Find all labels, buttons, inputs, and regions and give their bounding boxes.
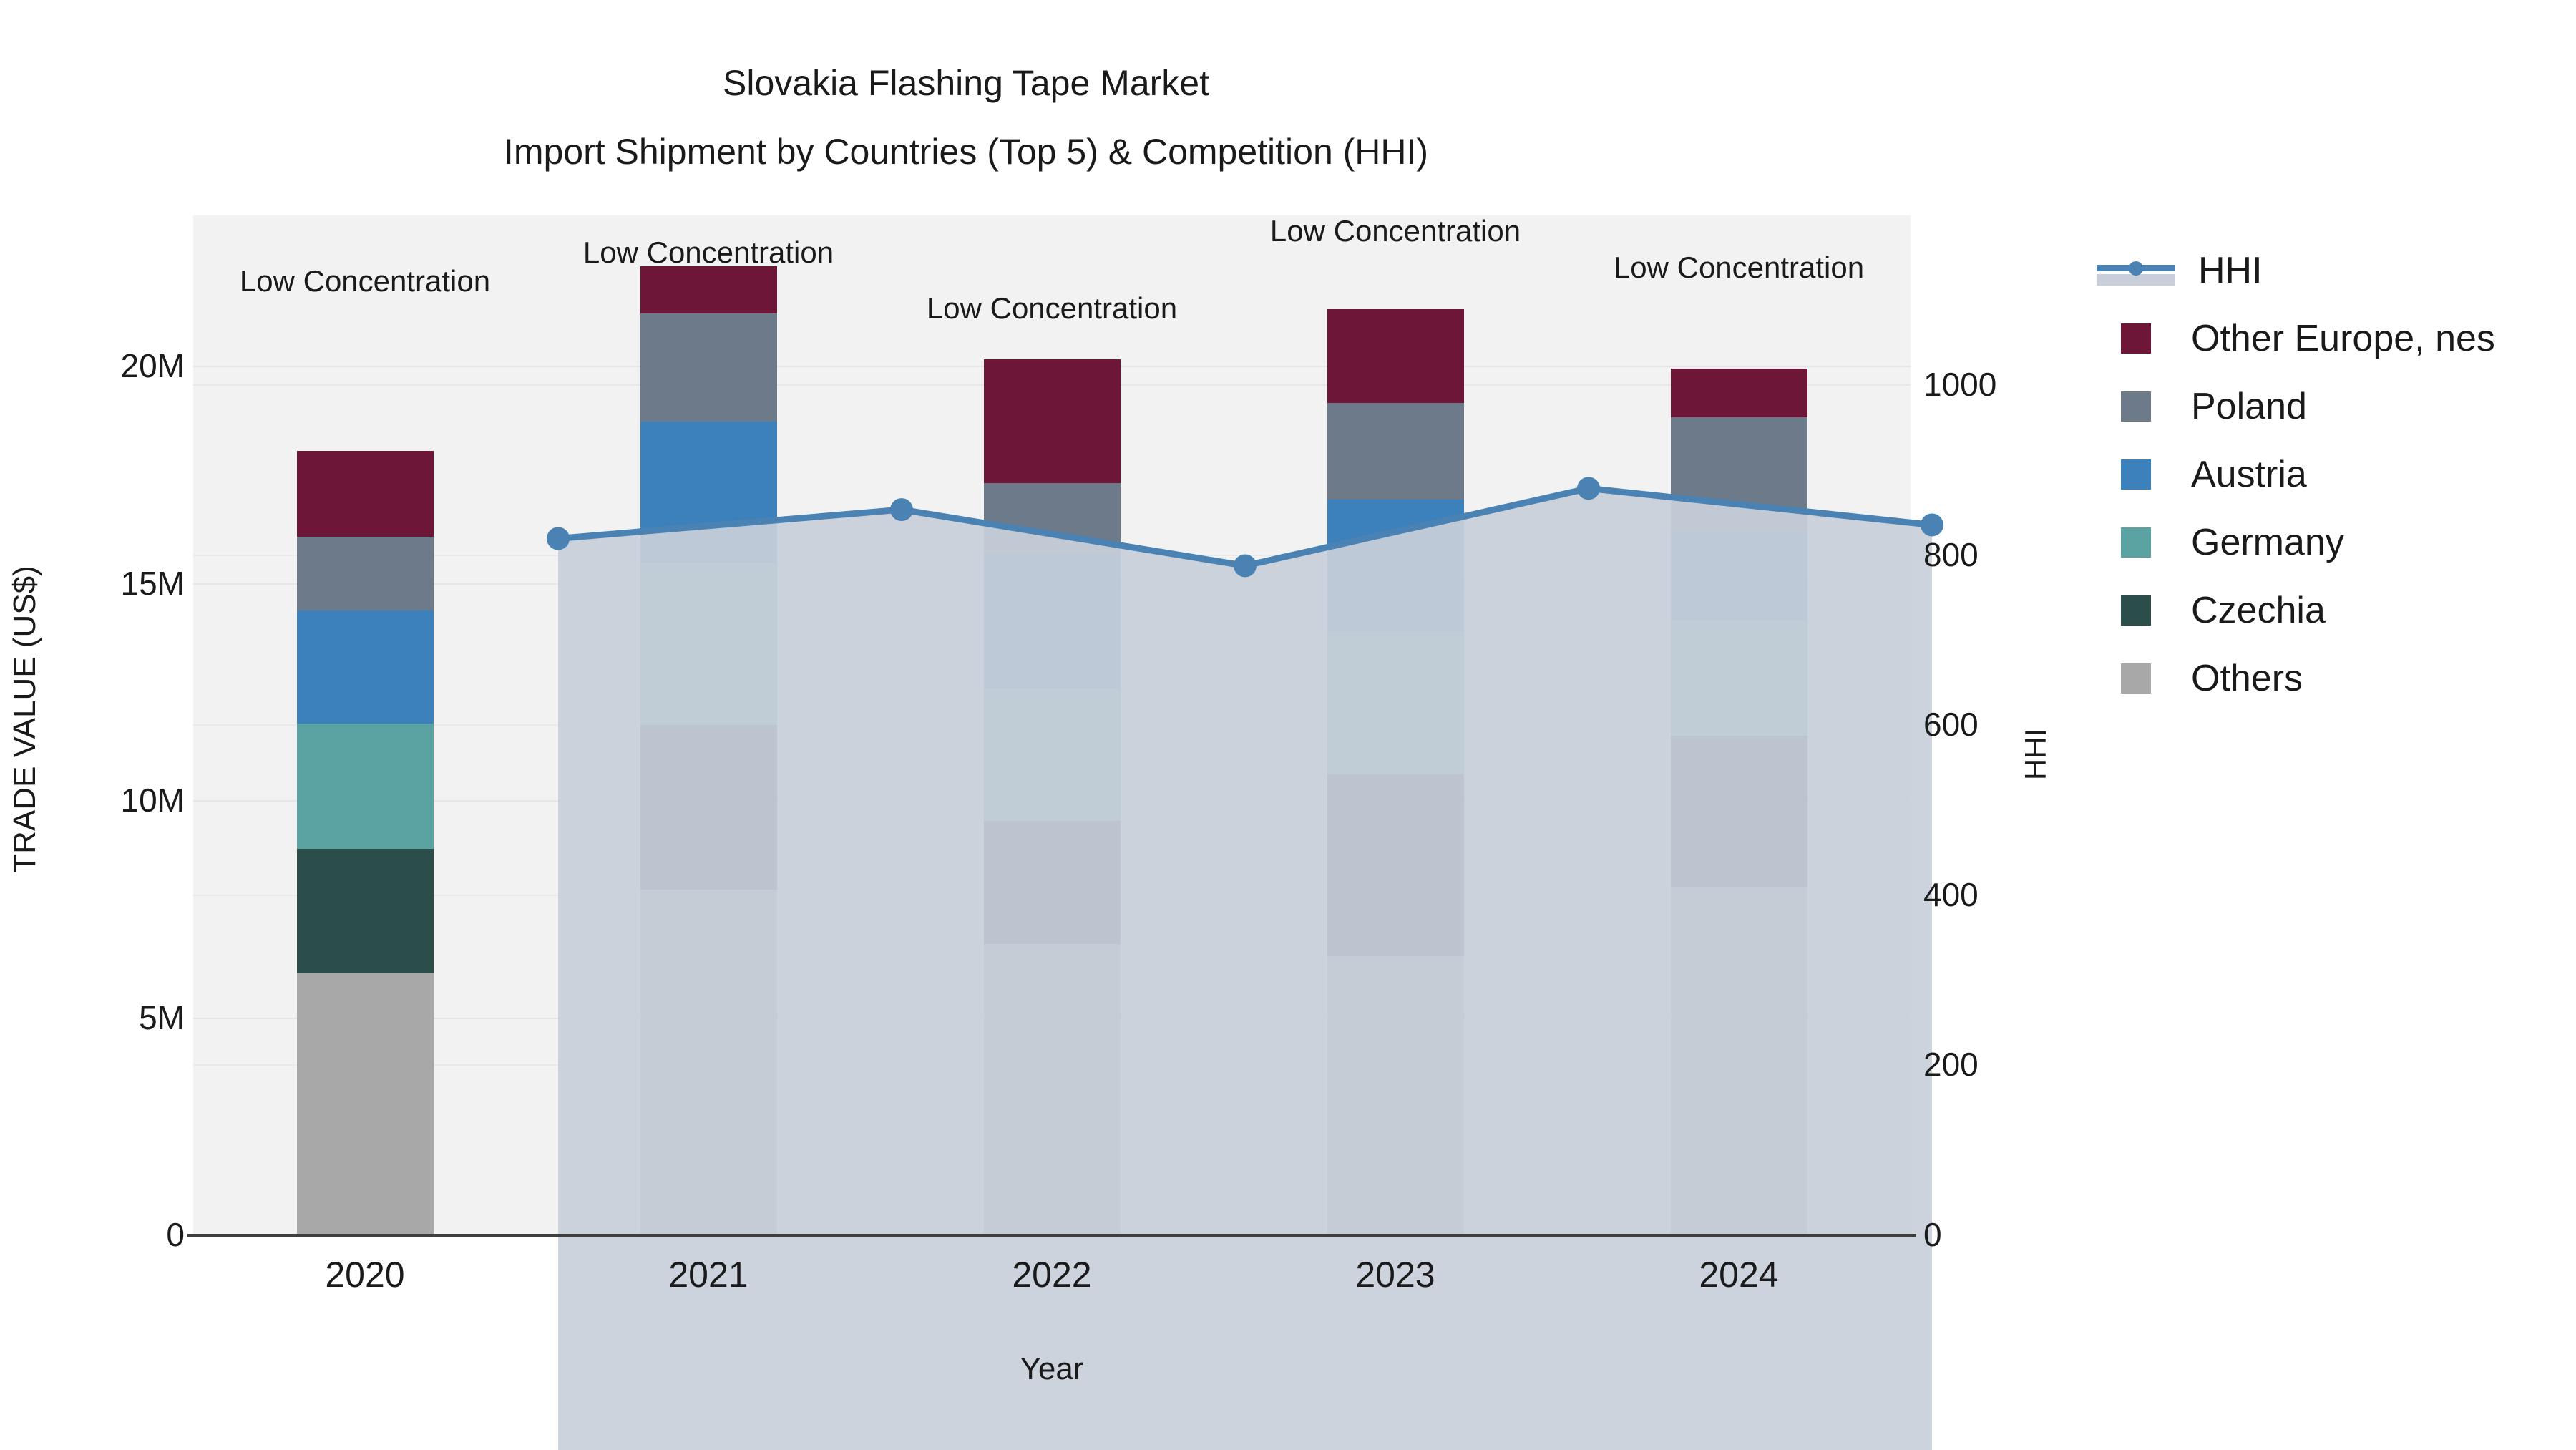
y-tick-right: 200 — [1923, 1046, 1979, 1084]
hhi-markers — [547, 477, 1943, 578]
bar-segment — [1327, 403, 1464, 500]
bar-segment — [296, 973, 434, 1235]
annotation-low-concentration: Low Concentration — [1269, 214, 1521, 248]
legend-label: Austria — [2191, 453, 2307, 495]
bar-segment — [296, 848, 434, 974]
legend-label: Other Europe, nes — [2191, 317, 2495, 359]
bar-segment — [296, 610, 434, 724]
x-tick-2023: 2023 — [1355, 1255, 1435, 1295]
legend-label: HHI — [2198, 249, 2263, 291]
hhi-marker — [1577, 477, 1600, 500]
annotation-low-concentration: Low Concentration — [239, 264, 491, 298]
legend-item-hhi[interactable]: HHI — [2097, 236, 2495, 304]
x-tick-2020: 2020 — [325, 1255, 405, 1295]
y-tick-left: 10M — [120, 782, 185, 819]
legend-swatch-icon — [2121, 459, 2151, 490]
legend-label: Czechia — [2191, 589, 2326, 631]
bar-segment — [296, 537, 434, 611]
annotation-low-concentration: Low Concentration — [926, 291, 1178, 326]
legend-item-other-europe-nes[interactable]: Other Europe, nes — [2097, 304, 2495, 372]
hhi-overlay — [547, 477, 1943, 1450]
legend-swatch-icon — [2121, 527, 2151, 558]
y-tick-left: 0 — [166, 1216, 185, 1253]
legend-item-others[interactable]: Others — [2097, 644, 2495, 712]
legend-swatch-icon — [2121, 323, 2151, 354]
y-axis-right-label: HHI — [2019, 728, 2052, 781]
y-tick-left: 20M — [120, 347, 185, 384]
hhi-area-fill — [558, 488, 1932, 1450]
annotation-low-concentration: Low Concentration — [582, 235, 834, 270]
hhi-marker — [547, 527, 570, 550]
bar-segment — [1327, 309, 1464, 404]
bar-segment — [640, 266, 777, 314]
legend-label: Germany — [2191, 521, 2344, 563]
y-tick-left: 15M — [120, 564, 185, 602]
y-tick-left: 5M — [139, 998, 185, 1036]
legend-item-czechia[interactable]: Czechia — [2097, 576, 2495, 644]
legend-item-germany[interactable]: Germany — [2097, 508, 2495, 576]
y-tick-right: 800 — [1923, 535, 1979, 573]
bar-segment — [296, 450, 434, 537]
legend-item-poland[interactable]: Poland — [2097, 372, 2495, 440]
bar-segment — [640, 313, 777, 422]
legend-item-austria[interactable]: Austria — [2097, 440, 2495, 508]
annotation-low-concentration: Low Concentration — [1613, 250, 1865, 285]
legend-swatch-icon — [2121, 663, 2151, 694]
y-tick-right: 400 — [1923, 875, 1979, 913]
legend-swatch-icon — [2121, 595, 2151, 626]
legend-swatch-icon — [2121, 391, 2151, 422]
legend-line-icon — [2097, 256, 2175, 286]
hhi-marker — [1921, 513, 1943, 537]
x-axis-label: Year — [1020, 1351, 1084, 1386]
legend-label: Poland — [2191, 385, 2307, 427]
x-tick-2022: 2022 — [1012, 1255, 1092, 1295]
y-tick-right: 1000 — [1923, 366, 1997, 403]
bar-segment — [983, 359, 1121, 483]
hhi-marker — [890, 498, 913, 522]
bar-segment — [1670, 369, 1807, 418]
legend-label: Others — [2191, 657, 2303, 699]
bar-segment — [296, 724, 434, 849]
legend: HHI Other Europe, nes Poland Austria Germany… — [2097, 236, 2495, 712]
x-axis-line — [187, 1234, 1916, 1237]
plot-area — [193, 215, 1943, 1450]
hhi-marker — [1234, 554, 1257, 578]
chart-title-line-2: Import Shipment by Countries (Top 5) & C… — [503, 132, 1429, 172]
y-axis-left-label: TRADE VALUE (US$) — [7, 565, 42, 873]
x-tick-2024: 2024 — [1699, 1255, 1779, 1295]
chart-title-line-1: Slovakia Flashing Tape Market — [723, 63, 1209, 103]
y-tick-right: 0 — [1923, 1216, 1942, 1253]
y-tick-right: 600 — [1923, 706, 1979, 744]
x-tick-2021: 2021 — [668, 1255, 748, 1295]
